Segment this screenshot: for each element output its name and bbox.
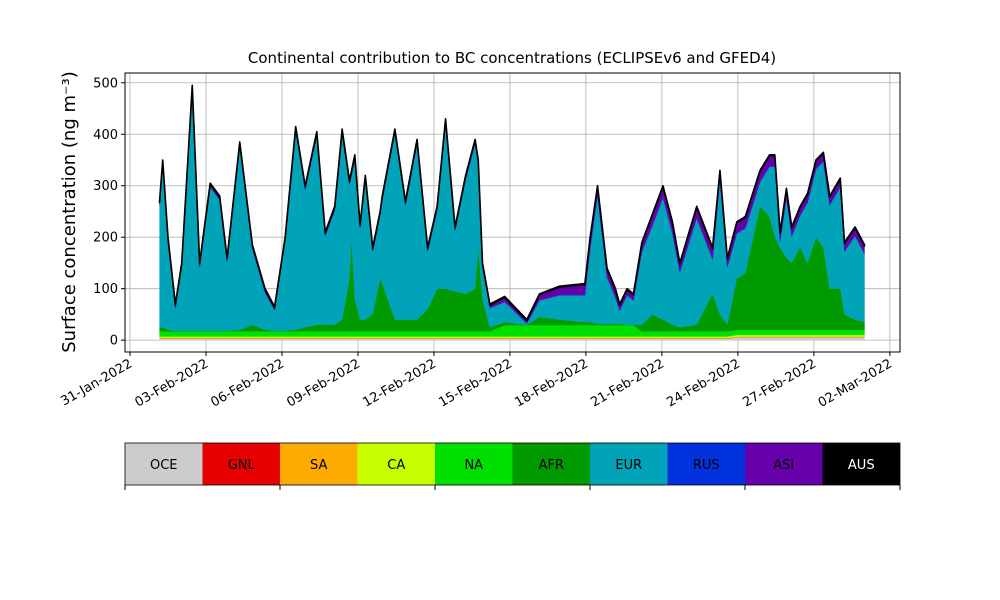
legend-label: ASI [773,458,794,473]
legend-swatch [667,443,745,485]
legend-swatch [125,443,203,485]
legend-swatch [745,443,823,485]
legend-label: AUS [848,458,875,473]
legend-swatch [357,443,435,485]
legend-label: GNL [228,458,256,473]
legend-swatch [435,443,513,485]
area [158,84,866,322]
plot-frame [124,72,901,353]
legend-label: NA [464,458,483,473]
legend-label: AFR [539,458,564,473]
legend-swatch [512,443,590,485]
legend-swatch [202,443,280,485]
legend-swatch [280,443,358,485]
legend-swatch [822,443,900,485]
legend-label: EUR [615,458,642,473]
y-tick-label: 300 [93,179,118,194]
y-tick-label: 400 [93,128,118,143]
y-axis-label: Surface concentration (ng m⁻³) [59,71,80,353]
legend-frame [124,442,901,486]
legend-label: OCE [150,458,178,473]
y-tick-label: 500 [93,76,118,91]
legend-label: SA [310,458,327,473]
y-tick-label: 200 [93,231,118,246]
y-tick-label: 0 [110,334,118,349]
legend-label: RUS [693,458,720,473]
y-tick-label: 100 [93,282,118,297]
legend-swatch [590,443,668,485]
legend-label: CA [387,458,405,473]
chart-title: Continental contribution to BC concentra… [248,49,776,67]
